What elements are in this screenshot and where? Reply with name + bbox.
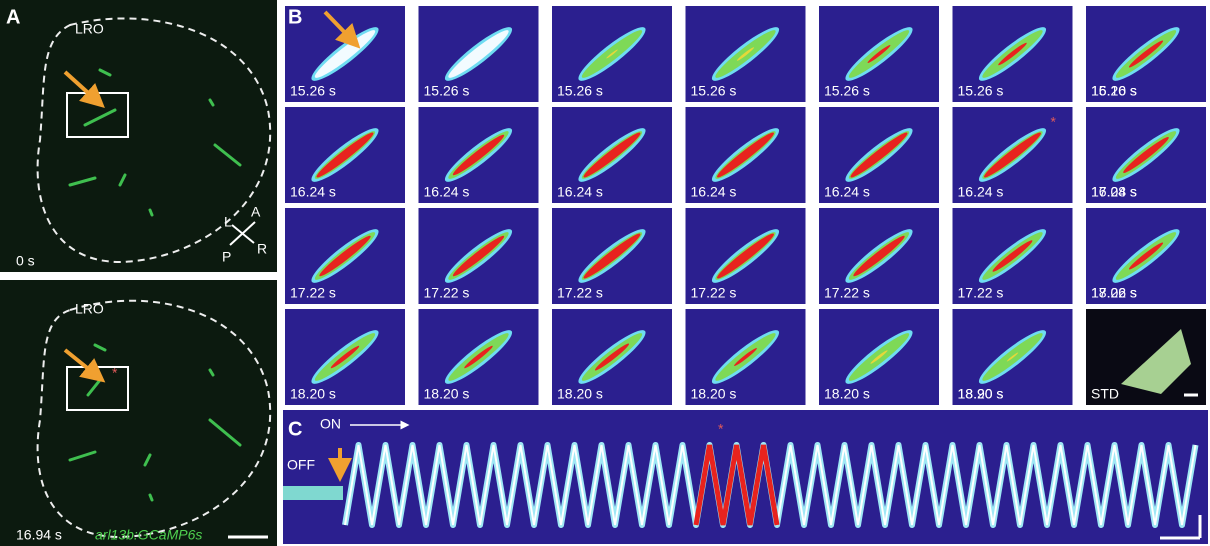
time-label: 16.24 s: [557, 184, 603, 200]
baseline: [283, 486, 343, 500]
line-label: arl13b:GCaMP6s: [95, 527, 202, 543]
figure: A LRO 0 s L A R P * LRO 16.94 s arl13b:G…: [0, 0, 1210, 546]
time-label: 16.24 s: [824, 184, 870, 200]
time-label: 15.26 s: [691, 83, 737, 99]
time-label: 18.20 s: [824, 386, 870, 402]
off-label: OFF: [287, 457, 315, 473]
time-label: 18.06 s: [1091, 285, 1137, 301]
time-label: 15.26 s: [290, 83, 336, 99]
time-label: 16.10 s: [1091, 83, 1137, 99]
time-label: 18.90 s: [958, 386, 1004, 402]
marker: *: [112, 365, 118, 381]
axis-label: R: [257, 241, 267, 257]
time-label: 18.20 s: [691, 386, 737, 402]
time-label: 16.24 s: [691, 184, 737, 200]
time-label: 15.26 s: [824, 83, 870, 99]
time-label: 18.20 s: [557, 386, 603, 402]
time-label: 17.22 s: [824, 285, 870, 301]
panel-label: C: [288, 418, 302, 440]
region-label: LRO: [75, 301, 104, 317]
region-label: LRO: [75, 21, 104, 37]
marker: *: [1051, 114, 1057, 130]
axis-label: P: [222, 249, 231, 265]
time-label: 15.26 s: [958, 83, 1004, 99]
image-a-top: [0, 0, 277, 272]
axis-label: A: [251, 204, 261, 220]
time-label: 16.24 s: [958, 184, 1004, 200]
panel-c: C ON OFF *: [283, 410, 1208, 544]
panel-label: A: [6, 6, 20, 28]
std-label: STD: [1091, 386, 1119, 402]
time-label: 17.08 s: [1091, 184, 1137, 200]
time-label: 16.24 s: [290, 184, 336, 200]
axis-label: L: [224, 214, 232, 230]
time-label: 17.22 s: [958, 285, 1004, 301]
time-label: 17.22 s: [557, 285, 603, 301]
time-label: 17.22 s: [424, 285, 470, 301]
time-label: 18.20 s: [290, 386, 336, 402]
panel-label: B: [288, 6, 302, 28]
time-label: 16.94 s: [16, 527, 62, 543]
image-a-bottom: [0, 280, 277, 546]
on-label: ON: [320, 416, 341, 432]
marker: *: [718, 421, 724, 437]
panel-b: 15.26 s16.10 s15.26 s16.10 s15.26 s16.10…: [285, 6, 1206, 405]
kymograph: [283, 410, 1208, 544]
time-label: 0 s: [16, 253, 35, 269]
time-label: 17.22 s: [290, 285, 336, 301]
time-label: 15.26 s: [557, 83, 603, 99]
time-label: 18.20 s: [424, 386, 470, 402]
time-label: 17.22 s: [691, 285, 737, 301]
time-label: 16.24 s: [424, 184, 470, 200]
time-label: 15.26 s: [424, 83, 470, 99]
